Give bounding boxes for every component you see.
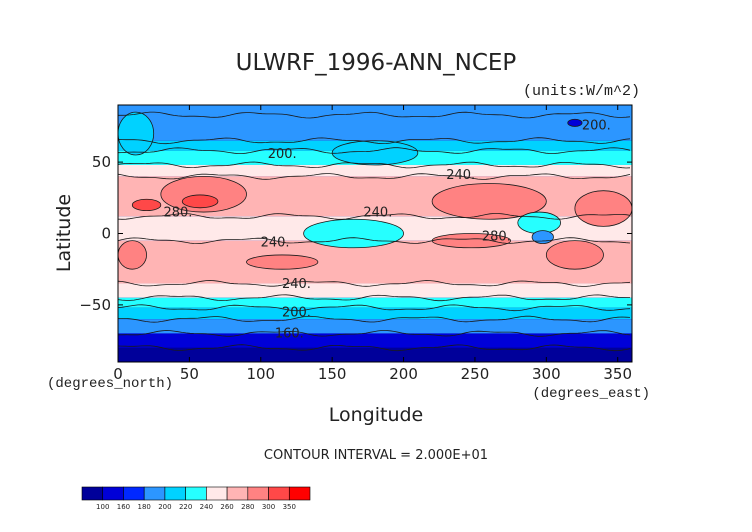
colorbar-swatch-8: [247, 486, 269, 501]
zonal-band-10: [118, 307, 632, 320]
contour-line-5: [117, 173, 631, 180]
x-tick-label-4: 200: [389, 365, 418, 383]
x-tick-label-2: 100: [246, 365, 275, 383]
contour-line-7: [117, 237, 631, 245]
colorbar-label-4: 220: [179, 503, 192, 511]
colorbar-swatch-0: [81, 486, 104, 501]
x-tick-label-5: 250: [461, 365, 490, 383]
x-axis-label: Longitude: [329, 404, 424, 426]
colorbar-label-7: 280: [241, 503, 254, 511]
contour-label-2: 280.: [163, 205, 192, 220]
colorbar-label-3: 200: [158, 503, 171, 511]
colorbar-label-1: 160: [117, 503, 130, 511]
zonal-band-0: [118, 105, 632, 115]
plot-area: 200. 240. 280. 240. 240. 280. 240. 200. 160. 200.: [117, 104, 633, 363]
field-feature-4: [574, 190, 633, 227]
field-feature-3: [431, 183, 547, 220]
contour-line-9: [117, 294, 631, 302]
contour-label-8: 160.: [275, 327, 304, 342]
field-feature-11: [117, 240, 147, 270]
colorbar-swatch-4: [164, 486, 186, 501]
contour-label-5: 280.: [482, 230, 511, 245]
field-feature-12: [117, 111, 155, 156]
contour-label-6: 240.: [282, 277, 311, 292]
colorbar-label-2: 180: [137, 503, 150, 511]
y-unit-label: (degrees_north): [47, 376, 173, 392]
contour-line-8: [117, 280, 631, 287]
field-feature-6: [517, 211, 562, 234]
field-feature-13: [331, 140, 419, 166]
colorbar-label-9: 350: [283, 503, 296, 511]
y-tick-label-2: −50: [79, 296, 111, 314]
field-feature-10: [545, 240, 604, 270]
chart-title: ULWRF_1996-ANN_NCEP: [236, 50, 517, 76]
contour-line-1: [118, 111, 631, 119]
contour-interval-text: CONTOUR INTERVAL = 2.000E+01: [264, 448, 488, 463]
colorbar-swatch-3: [143, 486, 166, 501]
colorbar-swatch-7: [226, 486, 249, 501]
field-feature-0: [160, 175, 247, 213]
x-tick-label-6: 300: [532, 365, 561, 383]
contour-label-3: 240.: [363, 205, 392, 220]
x-tick-label-3: 150: [318, 365, 347, 383]
field-feature-5: [303, 218, 404, 249]
zonal-band-13: [118, 347, 632, 362]
contour-line-13: [117, 344, 631, 352]
y-axis-label: Latitude: [53, 194, 75, 272]
colorbar-label-0: 100: [96, 503, 109, 511]
colorbar-swatch-1: [102, 486, 124, 501]
field-feature-7: [531, 230, 554, 244]
y-tick-label-0: 50: [92, 153, 111, 171]
contour-label-1: 240.: [446, 168, 475, 183]
colorbar-swatch-10: [288, 486, 311, 501]
contour-line-6: [117, 213, 631, 220]
units-label: (units:W/m^2): [523, 83, 640, 100]
field-feature-14: [567, 118, 583, 127]
contour-label-9: 200.: [582, 118, 611, 133]
x-tick-label-0: 0: [113, 365, 123, 383]
field-feature-2: [131, 198, 162, 212]
zonal-band-11: [118, 319, 632, 334]
zonal-band-12: [118, 333, 632, 348]
zonal-band-1: [118, 114, 632, 141]
colorbar-swatch-9: [268, 486, 290, 501]
x-unit-label: (degrees_east): [532, 386, 650, 402]
contour-line-4: [117, 161, 631, 169]
x-tick-label-7: 350: [603, 365, 632, 383]
colorbar-swatch-5: [185, 486, 207, 501]
colorbar: 100 160 180 200 220 240 260 280 300 350: [81, 486, 311, 511]
y-tick-label-1: 0: [101, 225, 111, 243]
colorbar-label-5: 240: [200, 503, 213, 511]
contour-line-10: [117, 304, 631, 312]
colorbar-swatch-6: [206, 486, 228, 501]
zonal-band-9: [118, 297, 632, 308]
contour-line-3: [117, 147, 631, 154]
zonal-band-8: [118, 283, 632, 298]
field-feature-9: [246, 254, 319, 270]
contour-label-7: 200.: [282, 305, 311, 320]
colorbar-label-6: 260: [220, 503, 233, 511]
zonal-band-7: [118, 240, 632, 284]
contour-label-0: 200.: [268, 147, 297, 162]
contour-line-11: [118, 315, 631, 323]
zonal-band-4: [118, 164, 632, 177]
colorbar-label-8: 300: [262, 503, 275, 511]
colorbar-swatch-2: [123, 486, 145, 501]
contour-line-2: [117, 137, 631, 145]
field-feature-1: [181, 194, 219, 209]
x-tick-label-1: 50: [180, 365, 199, 383]
contour-label-4: 240.: [261, 235, 290, 250]
contour-line-12: [117, 330, 631, 337]
